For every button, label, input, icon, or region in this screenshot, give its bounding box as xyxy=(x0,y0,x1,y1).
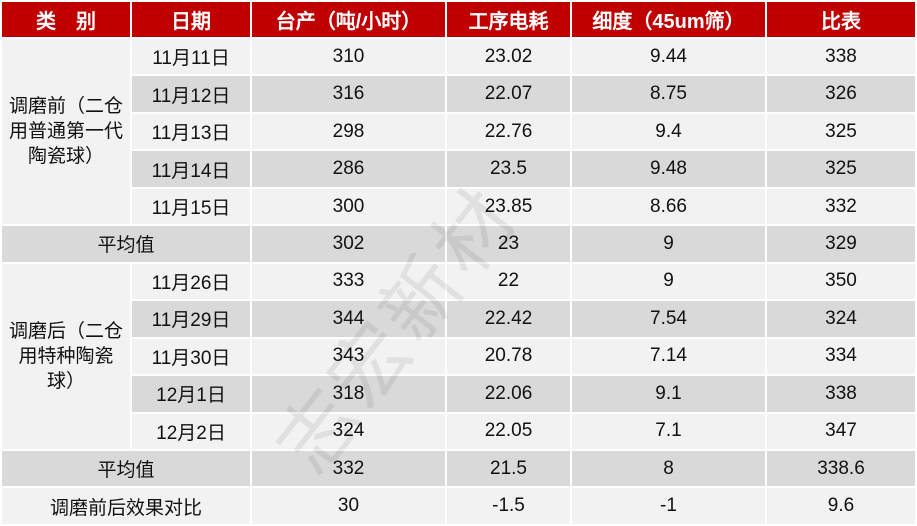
power-cell: 23.5 xyxy=(445,149,572,189)
power-cell: 22.06 xyxy=(445,374,572,414)
output-cell: 332 xyxy=(250,448,447,489)
surface-cell: 334 xyxy=(765,336,917,377)
date-cell: 11月30日 xyxy=(130,336,252,377)
category-cell: 调磨后（二仓用特种陶瓷球） xyxy=(0,261,132,451)
surface-cell: 9.6 xyxy=(765,486,917,526)
fineness-cell: 7.14 xyxy=(570,336,767,377)
surface-cell: 326 xyxy=(765,74,917,114)
output-cell: 310 xyxy=(250,36,447,77)
surface-cell: 324 xyxy=(765,299,917,339)
comparison-label: 调磨前后效果对比 xyxy=(0,486,252,526)
fineness-cell: 8.66 xyxy=(570,186,767,227)
table-row: 平均值 332 21.5 8 338.6 xyxy=(0,448,917,489)
table-row: 11月14日 286 23.5 9.48 325 xyxy=(1,149,917,189)
power-cell: 22.42 xyxy=(445,299,572,339)
date-cell: 11月14日 xyxy=(130,149,252,189)
surface-cell: 325 xyxy=(765,111,917,152)
power-cell: -1.5 xyxy=(445,486,572,526)
power-cell: 23.02 xyxy=(445,36,572,77)
fineness-cell: 8 xyxy=(570,448,767,489)
surface-cell: 350 xyxy=(765,261,917,302)
power-cell: 22.07 xyxy=(445,74,572,114)
power-cell: 22 xyxy=(445,261,572,302)
fineness-cell: 9.1 xyxy=(570,374,767,414)
date-cell: 11月13日 xyxy=(130,111,252,152)
fineness-cell: 8.75 xyxy=(570,74,767,114)
table-row: 11月29日 344 22.42 7.54 324 xyxy=(1,299,917,339)
fineness-cell: 7.1 xyxy=(570,411,767,451)
table-row: 12月1日 318 22.06 9.1 338 xyxy=(1,374,917,414)
surface-cell: 347 xyxy=(765,411,917,451)
fineness-cell: 9 xyxy=(570,224,767,264)
table-row: 调磨后（二仓用特种陶瓷球） 11月26日 333 22 9 350 xyxy=(0,261,917,451)
header-surface: 比表 xyxy=(765,0,917,39)
output-cell: 316 xyxy=(250,74,447,114)
table-row: 平均值 302 23 9 329 xyxy=(0,224,917,264)
output-cell: 343 xyxy=(250,336,447,377)
power-cell: 22.05 xyxy=(445,411,572,451)
fineness-cell: 9 xyxy=(570,261,767,302)
table-row: 11月13日 298 22.76 9.4 325 xyxy=(1,111,917,152)
header-power: 工序电耗 xyxy=(445,0,572,39)
header-output: 台产（吨/小时） xyxy=(250,0,447,39)
power-cell: 21.5 xyxy=(445,448,572,489)
date-cell: 11月29日 xyxy=(130,299,252,339)
average-label: 平均值 xyxy=(0,448,252,489)
header-fineness: 细度（45um筛） xyxy=(570,0,767,39)
surface-cell: 332 xyxy=(765,186,917,227)
fineness-cell: -1 xyxy=(570,486,767,526)
output-cell: 300 xyxy=(250,186,447,227)
table-row: 调磨前后效果对比 30 -1.5 -1 9.6 xyxy=(0,486,917,526)
table-row: 11月30日 343 20.78 7.14 334 xyxy=(1,336,917,377)
surface-cell: 338.6 xyxy=(765,448,917,489)
fineness-cell: 9.44 xyxy=(570,36,767,77)
power-cell: 23 xyxy=(445,224,572,264)
fineness-cell: 9.48 xyxy=(570,149,767,189)
output-cell: 318 xyxy=(250,374,447,414)
header-row: 类 别 日期 台产（吨/小时） 工序电耗 细度（45um筛） 比表 xyxy=(0,0,917,39)
power-cell: 22.76 xyxy=(445,111,572,152)
power-cell: 23.85 xyxy=(445,186,572,227)
surface-cell: 325 xyxy=(765,149,917,189)
date-cell: 12月2日 xyxy=(130,411,252,451)
date-cell: 11月12日 xyxy=(130,74,252,114)
date-cell: 12月1日 xyxy=(130,374,252,414)
output-cell: 286 xyxy=(250,149,447,189)
output-cell: 30 xyxy=(250,486,447,526)
output-cell: 298 xyxy=(250,111,447,152)
average-label: 平均值 xyxy=(0,224,252,264)
date-cell: 11月26日 xyxy=(130,261,252,302)
header-date: 日期 xyxy=(130,0,252,39)
fineness-cell: 9.4 xyxy=(570,111,767,152)
table-row: 11月12日 316 22.07 8.75 326 xyxy=(1,74,917,114)
output-cell: 344 xyxy=(250,299,447,339)
fineness-cell: 7.54 xyxy=(570,299,767,339)
surface-cell: 329 xyxy=(765,224,917,264)
header-category: 类 别 xyxy=(0,0,132,39)
surface-cell: 338 xyxy=(765,36,917,77)
table-row: 11月15日 300 23.85 8.66 332 xyxy=(1,186,917,227)
category-cell: 调磨前（二仓用普通第一代陶瓷球） xyxy=(0,36,132,227)
output-cell: 302 xyxy=(250,224,447,264)
output-cell: 333 xyxy=(250,261,447,302)
date-cell: 11月11日 xyxy=(130,36,252,77)
surface-cell: 338 xyxy=(765,374,917,414)
table-row: 12月2日 324 22.05 7.1 347 xyxy=(1,411,917,451)
date-cell: 11月15日 xyxy=(130,186,252,227)
output-cell: 324 xyxy=(250,411,447,451)
power-cell: 20.78 xyxy=(445,336,572,377)
table-row: 调磨前（二仓用普通第一代陶瓷球） 11月11日 310 23.02 9.44 338 xyxy=(0,36,917,227)
